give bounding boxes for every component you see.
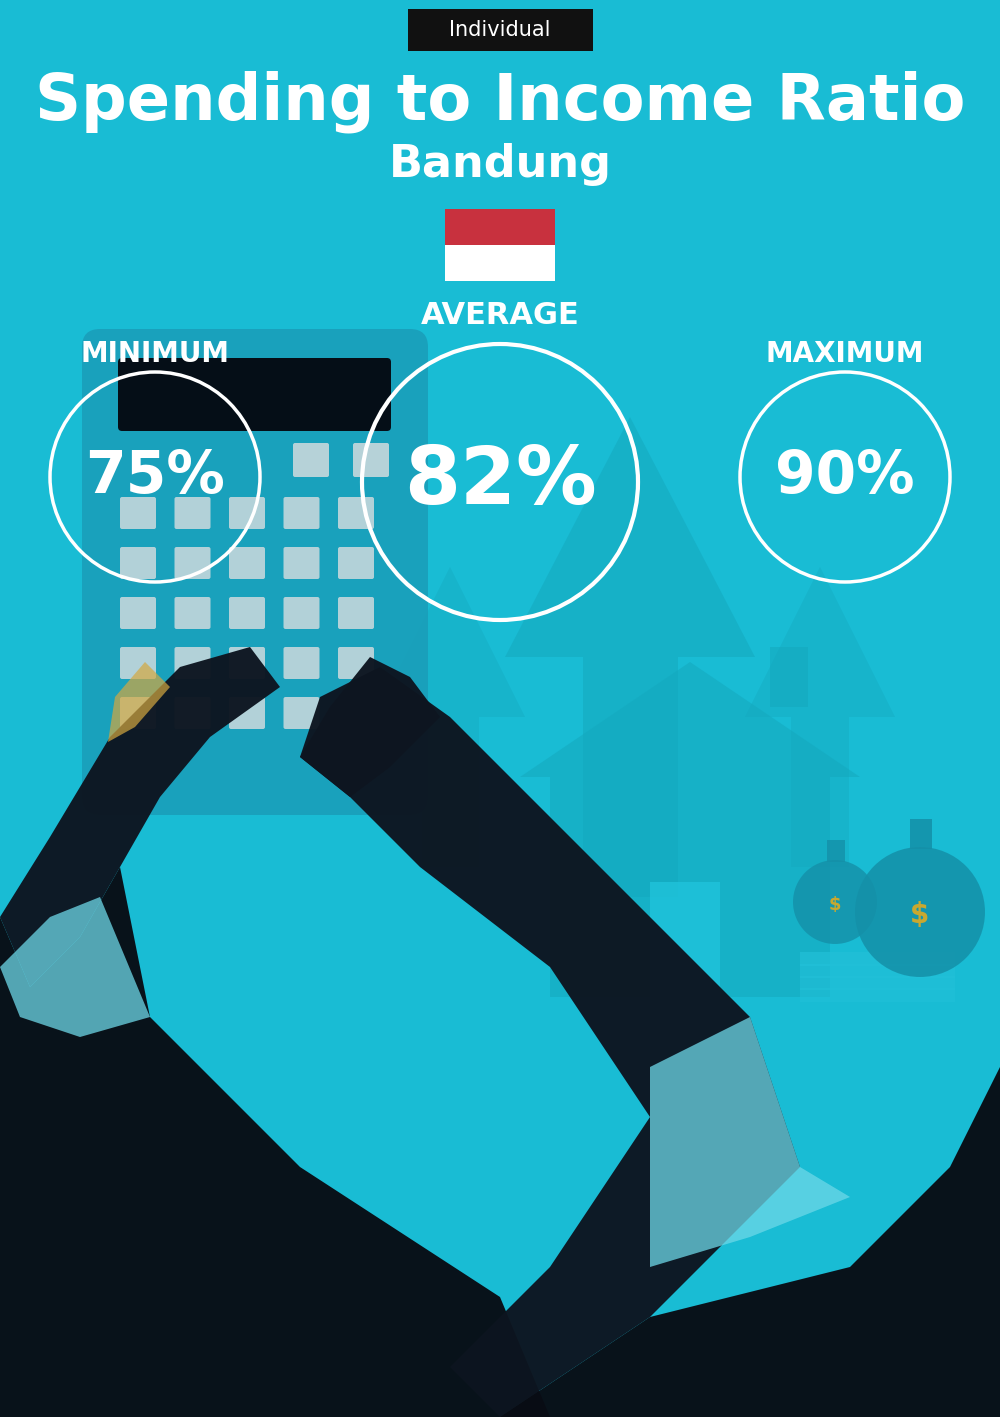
FancyBboxPatch shape [800, 988, 955, 1002]
Text: Individual: Individual [449, 20, 551, 40]
FancyBboxPatch shape [175, 697, 210, 728]
Circle shape [855, 847, 985, 976]
Polygon shape [300, 657, 440, 796]
Polygon shape [650, 1017, 850, 1267]
Text: 82%: 82% [404, 444, 596, 521]
FancyBboxPatch shape [229, 597, 265, 629]
FancyBboxPatch shape [791, 717, 848, 867]
FancyBboxPatch shape [422, 717, 479, 867]
FancyBboxPatch shape [82, 329, 428, 815]
FancyBboxPatch shape [175, 497, 210, 529]
Text: Spending to Income Ratio: Spending to Income Ratio [35, 71, 965, 133]
FancyBboxPatch shape [800, 964, 955, 978]
FancyBboxPatch shape [550, 777, 830, 998]
Text: $: $ [829, 896, 841, 914]
Polygon shape [375, 567, 525, 717]
FancyBboxPatch shape [284, 648, 320, 679]
Text: MINIMUM: MINIMUM [80, 340, 230, 368]
FancyBboxPatch shape [120, 697, 156, 728]
FancyBboxPatch shape [175, 547, 210, 580]
FancyBboxPatch shape [229, 547, 265, 580]
FancyBboxPatch shape [175, 648, 210, 679]
FancyBboxPatch shape [353, 444, 389, 478]
FancyBboxPatch shape [229, 648, 265, 679]
FancyBboxPatch shape [800, 952, 955, 966]
Polygon shape [520, 662, 860, 777]
FancyBboxPatch shape [338, 648, 374, 679]
Circle shape [793, 860, 877, 944]
FancyBboxPatch shape [650, 881, 720, 998]
FancyBboxPatch shape [120, 648, 156, 679]
Text: AVERAGE: AVERAGE [421, 300, 579, 330]
FancyBboxPatch shape [284, 547, 320, 580]
Text: 75%: 75% [85, 449, 225, 506]
FancyBboxPatch shape [445, 208, 555, 245]
FancyBboxPatch shape [408, 9, 593, 51]
FancyBboxPatch shape [284, 597, 320, 629]
FancyBboxPatch shape [293, 444, 329, 478]
Text: 90%: 90% [775, 449, 915, 506]
Polygon shape [745, 567, 895, 717]
FancyBboxPatch shape [338, 597, 374, 629]
Polygon shape [0, 897, 150, 1037]
Polygon shape [500, 1067, 1000, 1417]
Polygon shape [108, 662, 170, 743]
FancyBboxPatch shape [910, 819, 932, 849]
FancyBboxPatch shape [338, 697, 374, 728]
Polygon shape [505, 417, 755, 657]
FancyBboxPatch shape [338, 497, 374, 529]
Text: MAXIMUM: MAXIMUM [766, 340, 924, 368]
FancyBboxPatch shape [175, 597, 210, 629]
Text: $: $ [910, 901, 930, 930]
FancyBboxPatch shape [229, 697, 265, 728]
FancyBboxPatch shape [229, 497, 265, 529]
FancyBboxPatch shape [582, 657, 678, 897]
FancyBboxPatch shape [827, 840, 845, 862]
Text: Bandung: Bandung [388, 143, 612, 186]
FancyBboxPatch shape [770, 648, 808, 707]
FancyBboxPatch shape [120, 547, 156, 580]
FancyBboxPatch shape [338, 547, 374, 580]
FancyBboxPatch shape [118, 359, 391, 431]
Polygon shape [0, 867, 550, 1417]
Polygon shape [0, 648, 280, 988]
FancyBboxPatch shape [120, 497, 156, 529]
FancyBboxPatch shape [284, 697, 320, 728]
Polygon shape [300, 667, 800, 1417]
FancyBboxPatch shape [284, 497, 320, 529]
FancyBboxPatch shape [800, 976, 955, 990]
FancyBboxPatch shape [120, 597, 156, 629]
FancyBboxPatch shape [445, 245, 555, 281]
